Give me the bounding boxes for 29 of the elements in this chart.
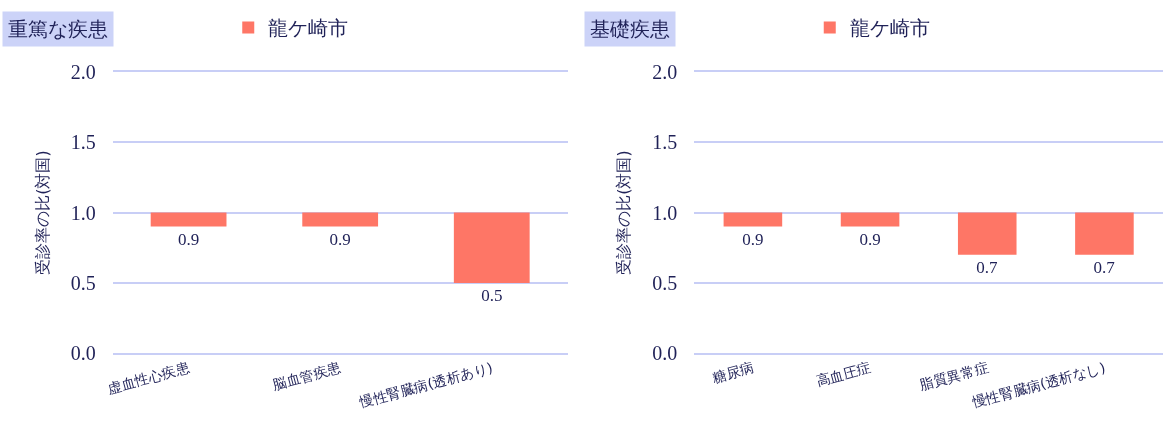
x-tick-label: 虚血性心疾患 [105,359,192,397]
data-label: 0.5 [481,285,503,305]
data-label: 0.9 [177,229,200,249]
data-label: 0.9 [742,229,764,249]
data-label: 0.9 [329,229,351,249]
y-tick-label: 0.0 [652,342,678,365]
data-label: 0.7 [1093,257,1116,277]
y-tick-label: 2.0 [70,60,96,83]
x-tick-label: 糖尿病 [710,359,756,386]
x-tick-label: 脳血管疾患 [271,359,343,393]
y-axis-title: 受診率の比(対国) [614,150,634,275]
y-tick-label: 0.0 [70,342,96,365]
legend-label: 龍ケ崎市 [849,16,930,41]
x-tick-label: 高血圧症 [814,359,873,390]
y-tick-label: 0.5 [652,271,678,294]
y-axis-title: 受診率の比(対国) [32,150,52,275]
y-tick-label: 1.0 [652,201,678,224]
y-tick-label: 2.0 [652,60,678,83]
data-label: 0.7 [976,257,999,277]
chart-title: 基礎疾患 [590,17,670,41]
legend-label: 龍ケ崎市 [268,16,349,41]
y-tick-label: 0.5 [70,271,96,294]
x-tick-label: 慢性腎臓病(透析あり) [356,359,495,411]
chart-title: 重篤な疾患 [8,17,108,41]
data-label: 0.9 [859,229,881,249]
y-tick-label: 1.0 [70,201,96,224]
y-tick-label: 1.5 [70,131,96,154]
x-tick-label: 脂質異常症 [918,359,990,393]
y-tick-label: 1.5 [652,131,678,154]
